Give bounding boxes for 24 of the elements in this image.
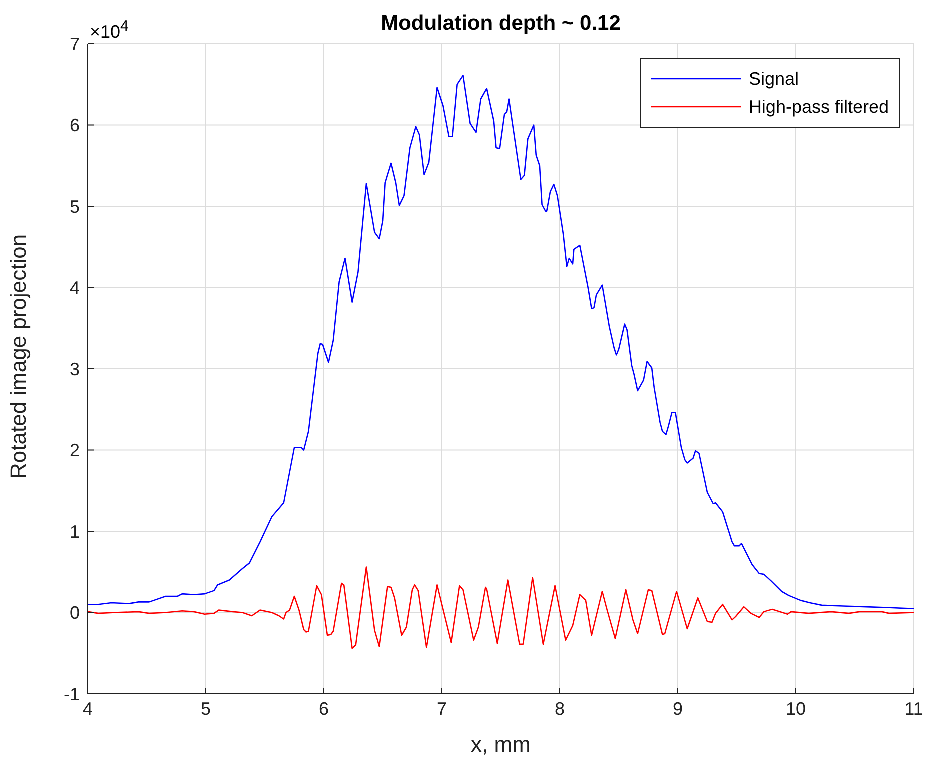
x-tick-label: 10 bbox=[786, 698, 806, 719]
y-tick-label: 4 bbox=[70, 278, 80, 298]
x-tick-label: 5 bbox=[200, 698, 212, 719]
x-tick-label: 6 bbox=[318, 698, 330, 719]
x-tick-label: 9 bbox=[672, 698, 684, 719]
x-tick-label: 8 bbox=[554, 698, 566, 719]
x-axis-title: x, mm bbox=[471, 732, 531, 757]
chart-title: Modulation depth ~ 0.12 bbox=[381, 12, 621, 35]
y-axis-title: Rotated image projection bbox=[6, 234, 31, 479]
y-tick-label: 7 bbox=[70, 34, 80, 54]
y-tick-label: 0 bbox=[70, 603, 80, 624]
y-tick-label: 3 bbox=[70, 359, 80, 380]
y-tick-label: 1 bbox=[70, 522, 80, 542]
x-tick-label: 7 bbox=[436, 698, 448, 719]
y-tick-label: 2 bbox=[70, 440, 80, 461]
text: ×10$^{4}$ bbox=[90, 18, 129, 43]
line-series bbox=[88, 566, 914, 650]
legend-label: Signal bbox=[748, 68, 799, 90]
y-tick-label: 6 bbox=[70, 116, 80, 136]
x-tick-label: 11 bbox=[904, 698, 924, 719]
x-tick-label: 4 bbox=[82, 698, 94, 719]
y-tick-label: -1 bbox=[64, 684, 80, 704]
legend-label: High-pass filtered bbox=[748, 96, 889, 118]
y-tick-label: 5 bbox=[70, 196, 80, 217]
